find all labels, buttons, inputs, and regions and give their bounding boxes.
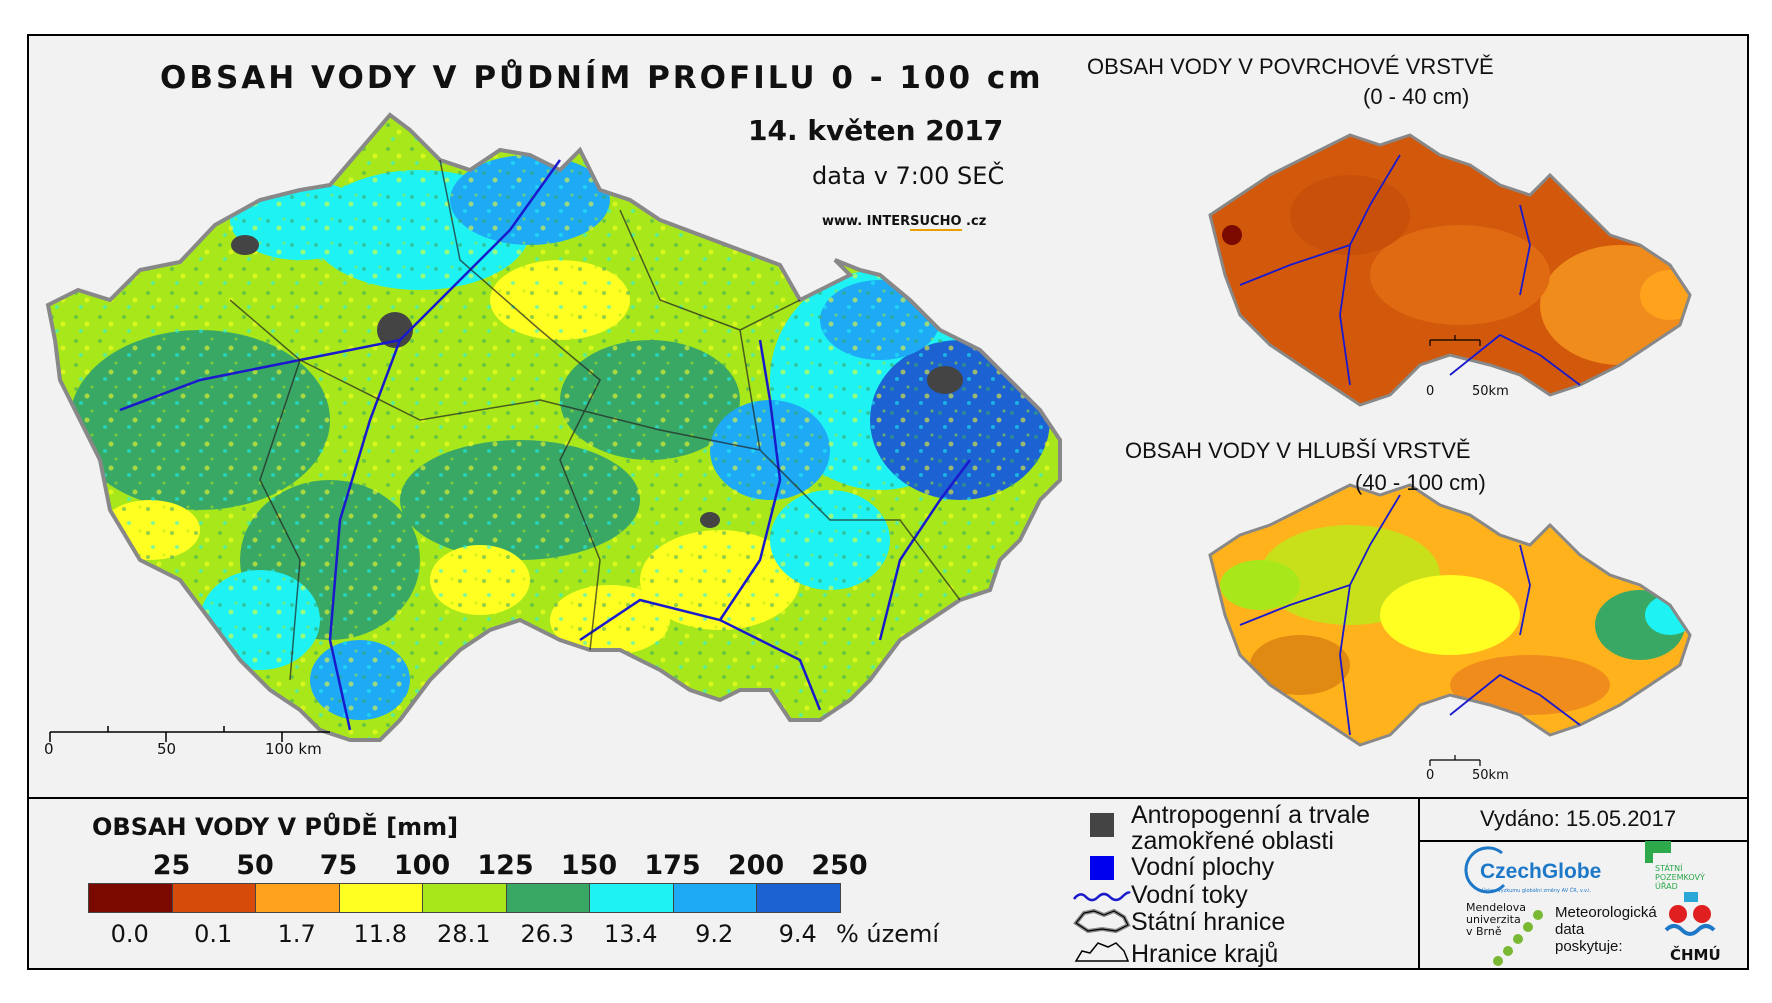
chmu-logo-icon bbox=[1664, 892, 1716, 936]
region-border-label: Hranice krajů bbox=[1131, 940, 1279, 968]
legend-threshold-3: 100 bbox=[393, 850, 451, 881]
water-body-swatch bbox=[1090, 856, 1114, 880]
surface-scale-0: 0 bbox=[1426, 384, 1435, 399]
legend-percent-6: 13.4 bbox=[604, 920, 658, 948]
legend-percent-5: 26.3 bbox=[520, 920, 574, 948]
website-link[interactable]: www. INTERSUCHO .cz bbox=[822, 214, 987, 231]
legend-separator-right bbox=[1418, 797, 1420, 970]
legend-threshold-1: 50 bbox=[236, 850, 274, 881]
deep-scale-50: 50km bbox=[1472, 768, 1509, 783]
spu-logo-text-3: ÚŘAD bbox=[1655, 882, 1678, 891]
deep-map bbox=[1208, 483, 1692, 766]
state-border-icon bbox=[1073, 908, 1131, 934]
website-suffix: .cz bbox=[961, 214, 987, 229]
legend-threshold-8: 250 bbox=[811, 850, 868, 881]
legend-threshold-6: 175 bbox=[644, 850, 701, 881]
state-border-label: Státní hranice bbox=[1131, 908, 1286, 936]
legend-swatch-5 bbox=[505, 883, 590, 913]
mendel-logo-icon bbox=[1493, 910, 1543, 966]
surface-map-title: OBSAH VODY V POVRCHOVÉ VRSTVĚ bbox=[1087, 54, 1494, 79]
anthropogenic-swatch bbox=[1090, 813, 1114, 837]
czechglobe-subtitle: Ústav výzkumu globální změny AV ČR, v.v.… bbox=[1482, 888, 1592, 894]
legend-swatch-1 bbox=[171, 883, 256, 913]
legend-percent-7: 9.2 bbox=[695, 920, 734, 948]
main-map-date: 14. květen 2017 bbox=[748, 114, 1004, 147]
website-prefix: www. INTER bbox=[822, 214, 911, 229]
meteo-text-2: data bbox=[1555, 921, 1585, 938]
spu-logo-stem bbox=[1645, 841, 1653, 863]
czechglobe-logo-icon bbox=[1464, 846, 1506, 894]
mendel-logo-text-1: Mendelova bbox=[1466, 901, 1527, 914]
spu-logo-text-2: POZEMKOVÝ bbox=[1655, 873, 1705, 882]
surface-map-depth: (0 - 40 cm) bbox=[1363, 84, 1470, 109]
main-map-title: OBSAH VODY V PŮDNÍM PROFILU 0 - 100 cm bbox=[160, 60, 1044, 96]
legend-percent-unit: % území bbox=[836, 920, 940, 948]
legend-threshold-7: 200 bbox=[727, 850, 785, 881]
legend-percent-8: 9.4 bbox=[778, 920, 817, 948]
main-scale-100: 100 km bbox=[265, 740, 322, 758]
legend-percent-2: 1.7 bbox=[277, 920, 316, 948]
spu-logo-text-1: STÁTNÍ bbox=[1655, 864, 1683, 873]
chmu-logo-text: ČHMÚ bbox=[1670, 946, 1721, 964]
legend-swatch-8 bbox=[756, 883, 841, 913]
meteo-text-1: Meteorologická bbox=[1555, 904, 1657, 921]
legend-swatch-2 bbox=[255, 883, 340, 913]
deep-scale-0: 0 bbox=[1426, 768, 1435, 783]
legend-swatch-6 bbox=[589, 883, 674, 913]
website-mid: SUCHO bbox=[910, 214, 962, 231]
region-border-icon bbox=[1074, 942, 1130, 962]
anthropogenic-label-2: zamokřené oblasti bbox=[1131, 827, 1334, 855]
legend-percent-3: 11.8 bbox=[353, 920, 407, 948]
czechglobe-logo-text: CzechGlobe bbox=[1480, 860, 1602, 883]
main-scale-0: 0 bbox=[44, 740, 54, 758]
legend-swatch-4 bbox=[422, 883, 507, 913]
deep-map-depth: (40 - 100 cm) bbox=[1355, 470, 1486, 495]
surface-scale-50: 50km bbox=[1472, 384, 1509, 399]
legend-threshold-2: 75 bbox=[319, 850, 358, 881]
surface-map bbox=[1208, 133, 1692, 407]
mendel-logo-text-3: v Brně bbox=[1466, 925, 1502, 938]
main-map-time-note: data v 7:00 SEČ bbox=[812, 162, 1005, 190]
legend-percent-0: 0.0 bbox=[110, 920, 149, 948]
meteo-text-3: poskytuje: bbox=[1555, 938, 1623, 955]
legend-title: OBSAH VODY V PŮDĚ [mm] bbox=[92, 813, 459, 841]
issued-divider bbox=[1418, 840, 1749, 842]
river-symbol-icon bbox=[1073, 891, 1131, 902]
legend-swatch-7 bbox=[672, 883, 757, 913]
legend-threshold-4: 125 bbox=[477, 850, 534, 881]
legend-swatch-3 bbox=[338, 883, 423, 913]
legend-swatch-0 bbox=[88, 883, 173, 913]
legend-threshold-0: 25 bbox=[152, 850, 191, 881]
issued-date: Vydáno: 15.05.2017 bbox=[1480, 806, 1677, 831]
legend-percent-1: 0.1 bbox=[194, 920, 233, 948]
rivers-label: Vodní toky bbox=[1131, 881, 1248, 909]
mendel-logo-text-2: univerzita bbox=[1466, 913, 1521, 926]
legend-percent-4: 28.1 bbox=[437, 920, 491, 948]
main-scale-50: 50 bbox=[157, 740, 177, 758]
deep-map-title: OBSAH VODY V HLUBŠÍ VRSTVĚ bbox=[1125, 438, 1471, 463]
water-bodies-label: Vodní plochy bbox=[1131, 853, 1275, 881]
legend-threshold-5: 150 bbox=[560, 850, 618, 881]
legend-divider bbox=[27, 797, 1749, 799]
anthropogenic-label-1: Antropogenní a trvale bbox=[1131, 801, 1371, 829]
